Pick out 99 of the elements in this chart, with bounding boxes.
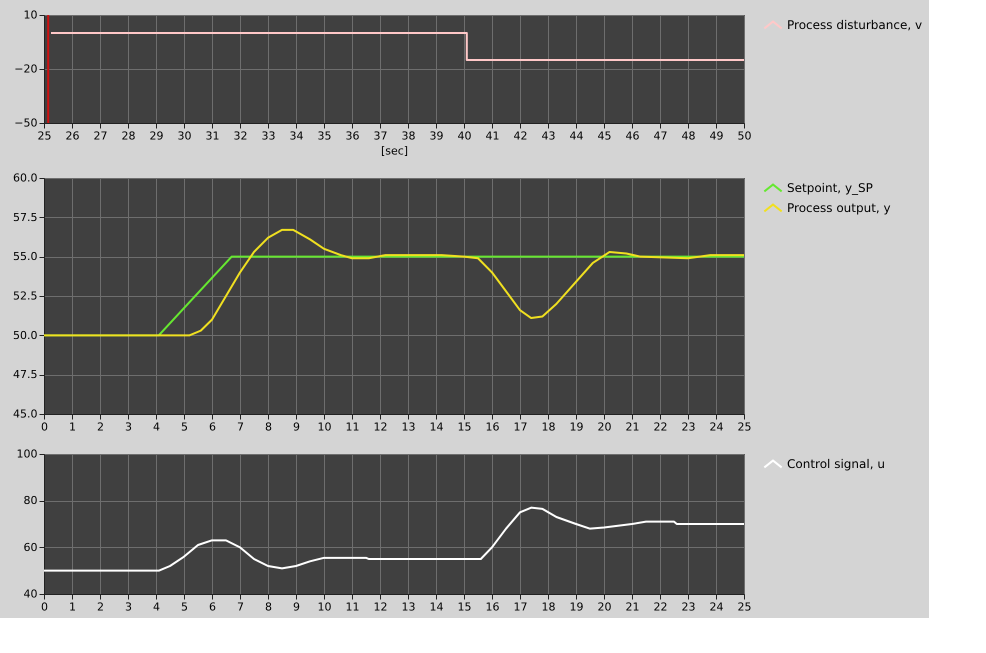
x-tick-label: 44 — [570, 130, 584, 142]
x-tick-label: 31 — [206, 130, 220, 142]
x-tick-label: 10 — [318, 600, 332, 614]
x-tick-label: 41 — [486, 130, 500, 142]
x-tick-label: 15 — [458, 420, 472, 434]
x-tick-label: 23 — [682, 600, 696, 614]
x-tick-label: 36 — [346, 130, 360, 142]
x-tick-label: 23 — [682, 420, 696, 434]
line-series — [43, 228, 745, 336]
x-tick-label: 0 — [41, 600, 48, 614]
x-tick-label: 20 — [598, 600, 612, 614]
x-tick-label: 26 — [66, 130, 80, 142]
x-tick-label: 2 — [97, 600, 104, 614]
x-tick-label: 8 — [265, 600, 272, 614]
x-tick-label: 27 — [94, 130, 108, 142]
y-tick-label: −20 — [14, 62, 38, 76]
x-tick-label: 38 — [402, 130, 416, 142]
x-tick-label: 33 — [262, 130, 276, 142]
x-tick-label: 21 — [626, 600, 640, 614]
x-tick-label: 2 — [97, 420, 104, 434]
x-tick-label: 19 — [570, 600, 584, 614]
x-tick-label: 1 — [69, 600, 76, 614]
x-tick-label: 35 — [318, 130, 332, 142]
x-tick-label: 6 — [209, 600, 216, 614]
x-tick-label: 28 — [122, 130, 136, 142]
x-tick-label: 48 — [682, 130, 696, 142]
y-tick-label: 57.5 — [13, 210, 38, 224]
x-tick-label: 11 — [346, 600, 360, 614]
legend-label: Process disturbance, v — [787, 18, 922, 32]
x-tick-label: 6 — [209, 420, 216, 434]
x-tick-label: 46 — [626, 130, 640, 142]
x-tick-label: 50 — [738, 130, 752, 142]
x-tick-label: 29 — [150, 130, 164, 142]
x-tick-label: 11 — [346, 420, 360, 434]
legend-label: Control signal, u — [787, 457, 885, 471]
x-tick-label: 37 — [374, 130, 388, 142]
x-axis-title: [sec] — [380, 144, 408, 158]
x-tick-label: 16 — [486, 600, 500, 614]
x-tick-label: 15 — [458, 600, 472, 614]
x-tick-label: 20 — [598, 420, 612, 434]
x-tick-label: 16 — [486, 420, 500, 434]
x-tick-label: 9 — [293, 600, 300, 614]
x-tick-label: 40 — [458, 130, 472, 142]
y-tick-label: 60.0 — [13, 172, 38, 184]
x-tick-label: 49 — [710, 130, 724, 142]
x-tick-label: 22 — [654, 600, 668, 614]
x-tick-label: 22 — [654, 420, 668, 434]
y-tick-label: 50.0 — [13, 328, 38, 342]
y-tick-label: 55.0 — [13, 250, 38, 264]
x-tick-label: 45 — [598, 130, 612, 142]
x-tick-label: 12 — [374, 600, 388, 614]
x-tick-label: 39 — [430, 130, 444, 142]
x-tick-label: 9 — [293, 420, 300, 434]
x-tick-label: 12 — [374, 420, 388, 434]
x-tick-label: 3 — [125, 420, 132, 434]
x-tick-label: 19 — [570, 420, 584, 434]
x-tick-label: 4 — [153, 600, 160, 614]
y-tick-label: 52.5 — [13, 290, 38, 302]
x-tick-label: 25 — [38, 130, 52, 142]
x-tick-label: 8 — [265, 420, 272, 434]
y-tick-label: −50 — [14, 116, 38, 130]
x-tick-label: 43 — [542, 130, 556, 142]
x-tick-label: 7 — [237, 420, 244, 434]
x-tick-label: 5 — [181, 420, 188, 434]
x-tick-label: 4 — [153, 420, 160, 434]
line-series — [43, 506, 745, 572]
x-tick-label: 10 — [318, 420, 332, 434]
x-tick-label: 13 — [402, 600, 416, 614]
x-tick-label: 24 — [710, 600, 724, 614]
x-tick-label: 18 — [542, 600, 556, 614]
x-tick-label: 1 — [69, 420, 76, 434]
y-tick-label: 60 — [24, 540, 38, 554]
x-tick-label: 18 — [542, 420, 556, 434]
x-tick-label: 7 — [237, 600, 244, 614]
x-tick-label: 14 — [430, 420, 444, 434]
legend-label: Process output, y — [787, 201, 891, 215]
y-tick-label: 80 — [24, 494, 38, 508]
y-tick-label: 45.0 — [13, 408, 38, 420]
x-tick-label: 3 — [125, 600, 132, 614]
x-tick-label: 47 — [654, 130, 668, 142]
x-tick-label: 13 — [402, 420, 416, 434]
legend-label: Setpoint, y_SP — [787, 181, 873, 195]
x-tick-label: 25 — [738, 600, 752, 614]
y-tick-label: 47.5 — [13, 368, 38, 382]
x-tick-label: 34 — [290, 130, 304, 142]
x-tick-label: 0 — [41, 420, 48, 434]
y-tick-label: 40 — [24, 588, 38, 600]
x-tick-label: 32 — [234, 130, 248, 142]
x-tick-label: 30 — [178, 130, 192, 142]
x-tick-label: 21 — [626, 420, 640, 434]
x-tick-label: 42 — [514, 130, 528, 142]
x-tick-label: 5 — [181, 600, 188, 614]
x-tick-label: 14 — [430, 600, 444, 614]
x-tick-label: 24 — [710, 420, 724, 434]
x-tick-label: 25 — [738, 420, 752, 434]
x-tick-label: 17 — [514, 420, 528, 434]
x-tick-label: 17 — [514, 600, 528, 614]
y-tick-label: 100 — [16, 448, 38, 460]
y-tick-label: 10 — [24, 8, 38, 22]
